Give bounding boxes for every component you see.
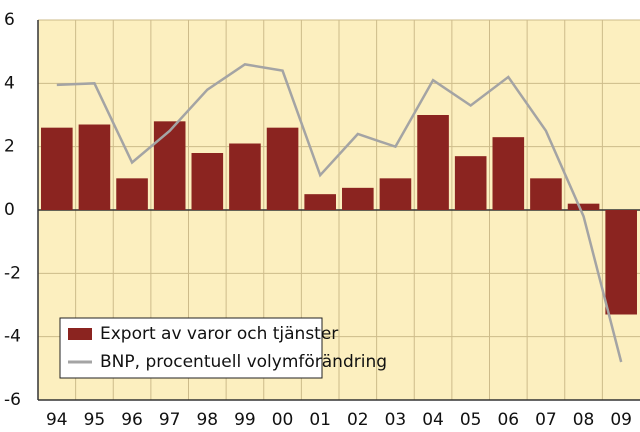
x-tick-label: 04 — [422, 410, 444, 430]
x-tick-label: 06 — [497, 410, 519, 430]
y-tick-label: 4 — [4, 73, 15, 93]
y-tick-label: 2 — [4, 137, 15, 157]
bar — [116, 178, 148, 210]
x-tick-label: 99 — [234, 410, 256, 430]
bar — [417, 115, 449, 210]
x-tick-label: 03 — [385, 410, 407, 430]
line — [56, 63, 623, 363]
y-tick-label: 0 — [4, 200, 15, 220]
y-tick-label: -4 — [4, 327, 21, 347]
y-tick-label: 6 — [4, 10, 15, 30]
y-tick-label: -2 — [4, 263, 21, 283]
bar — [530, 178, 562, 210]
x-tick-label: 08 — [573, 410, 595, 430]
x-tick-label: 09 — [610, 410, 632, 430]
x-tick-label: 05 — [460, 410, 482, 430]
bar — [605, 210, 637, 315]
legend-swatch — [68, 328, 92, 340]
bar — [153, 121, 186, 210]
bar — [78, 124, 111, 210]
x-tick-label: 01 — [309, 410, 331, 430]
bar — [492, 137, 525, 210]
x-tick-label: 07 — [535, 410, 557, 430]
bar — [304, 194, 336, 210]
x-tick-label: 00 — [272, 410, 294, 430]
bar — [454, 156, 487, 210]
x-tick-label: 96 — [121, 410, 143, 430]
bar — [229, 143, 261, 210]
x-tick-label: 02 — [347, 410, 369, 430]
y-tick-label: -6 — [4, 390, 21, 410]
bar — [379, 178, 412, 210]
legend-label: Export av varor och tjänster — [100, 324, 338, 344]
bar — [342, 187, 374, 210]
x-tick-label: 94 — [46, 410, 68, 430]
x-tick-label: 97 — [159, 410, 181, 430]
bar — [266, 127, 299, 210]
bar — [567, 203, 600, 210]
x-tick-label: 98 — [196, 410, 218, 430]
legend-label: BNP, procentuell volymförändring — [100, 352, 387, 372]
bar — [191, 153, 224, 210]
x-tick-label: 95 — [84, 410, 106, 430]
legend-box — [59, 317, 323, 379]
bar — [41, 127, 73, 210]
